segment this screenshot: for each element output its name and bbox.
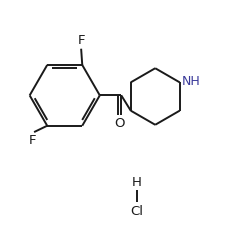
Text: H: H bbox=[132, 176, 142, 189]
Text: NH: NH bbox=[182, 75, 201, 88]
Text: O: O bbox=[114, 117, 125, 130]
Text: F: F bbox=[77, 34, 85, 47]
Text: Cl: Cl bbox=[131, 205, 144, 218]
Text: F: F bbox=[29, 134, 36, 147]
